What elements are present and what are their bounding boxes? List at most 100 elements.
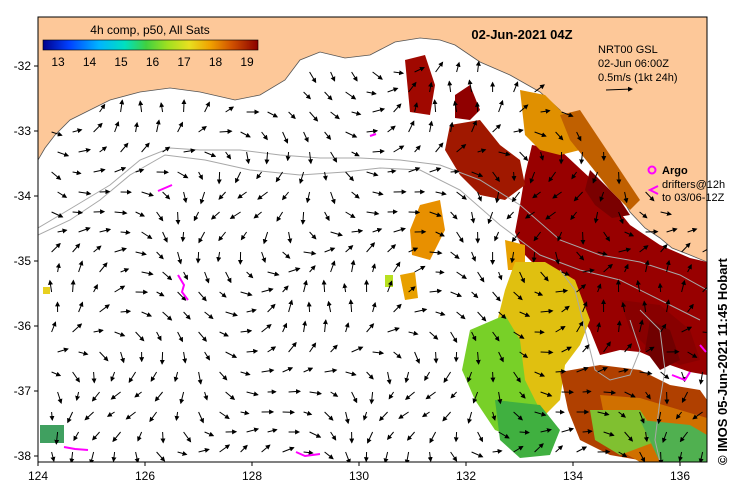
current-arrow bbox=[433, 351, 439, 364]
current-arrow bbox=[114, 121, 120, 133]
current-arrow bbox=[405, 391, 415, 400]
current-arrow bbox=[408, 286, 416, 293]
current-arrow bbox=[330, 431, 337, 441]
current-arrow bbox=[456, 311, 466, 320]
current-arrow bbox=[447, 80, 453, 93]
current-arrow bbox=[78, 147, 91, 153]
current-arrow bbox=[245, 151, 251, 165]
current-arrow bbox=[623, 191, 629, 204]
current-arrow bbox=[288, 267, 301, 273]
current-vectors bbox=[48, 60, 707, 462]
current-arrow bbox=[675, 411, 682, 420]
current-arrow bbox=[366, 323, 375, 333]
current-arrow bbox=[639, 245, 649, 253]
current-arrow bbox=[603, 431, 615, 437]
current-arrow bbox=[540, 391, 553, 397]
current-arrow bbox=[309, 71, 317, 84]
current-arrow bbox=[306, 301, 312, 313]
current-arrow bbox=[678, 451, 683, 462]
current-arrow bbox=[137, 431, 143, 442]
current-arrow bbox=[173, 371, 179, 383]
current-arrow bbox=[529, 171, 536, 184]
current-arrow bbox=[540, 271, 549, 282]
land-australia bbox=[38, 17, 707, 263]
current-arrow bbox=[351, 151, 360, 157]
current-arrow bbox=[453, 431, 459, 443]
current-arrow bbox=[660, 211, 672, 216]
current-arrow bbox=[345, 211, 356, 219]
current-arrow bbox=[330, 391, 339, 397]
current-arrow bbox=[698, 371, 704, 385]
current-arrow bbox=[282, 251, 291, 259]
current-arrow bbox=[471, 291, 479, 299]
plot-frame bbox=[37, 16, 708, 463]
current-arrow bbox=[372, 107, 386, 113]
current-arrow bbox=[182, 191, 188, 204]
current-arrow bbox=[57, 191, 68, 198]
current-arrow bbox=[573, 191, 583, 202]
current-arrow bbox=[597, 367, 608, 373]
current-arrow bbox=[635, 279, 641, 293]
current-arrow bbox=[576, 446, 588, 453]
current-arrow bbox=[51, 371, 62, 377]
current-arrow bbox=[73, 431, 80, 442]
current-arrow bbox=[665, 299, 671, 313]
current-arrow bbox=[428, 81, 434, 93]
current-arrow bbox=[262, 231, 269, 245]
current-arrow bbox=[322, 319, 328, 333]
current-arrow bbox=[324, 131, 332, 140]
current-arrow bbox=[510, 251, 516, 264]
current-arrow bbox=[351, 191, 360, 199]
current-arrow bbox=[219, 371, 228, 381]
current-arrow bbox=[498, 351, 504, 363]
current-arrow bbox=[67, 411, 74, 424]
current-arrow bbox=[687, 227, 698, 233]
current-arrow bbox=[267, 111, 279, 118]
current-arrow bbox=[264, 151, 270, 165]
current-arrow bbox=[57, 151, 70, 157]
current-arrow bbox=[425, 391, 436, 400]
current-arrow bbox=[643, 431, 649, 443]
current-arrow bbox=[261, 323, 272, 333]
current-arrow bbox=[645, 391, 651, 400]
current-arrow bbox=[513, 128, 524, 134]
current-arrow bbox=[414, 307, 428, 313]
current-arrow bbox=[120, 142, 129, 153]
current-arrow bbox=[561, 305, 570, 313]
current-arrow bbox=[302, 279, 308, 293]
current-arrow bbox=[246, 391, 259, 397]
current-arrow bbox=[183, 431, 192, 443]
current-arrow bbox=[471, 120, 477, 133]
x-tick-label: 130 bbox=[349, 469, 369, 483]
current-arrow bbox=[198, 171, 203, 180]
current-arrow bbox=[393, 70, 405, 76]
current-arrow bbox=[555, 288, 569, 294]
current-arrow bbox=[429, 167, 442, 173]
current-arrow bbox=[539, 151, 545, 161]
current-arrow bbox=[639, 370, 653, 376]
current-arrow bbox=[687, 351, 698, 358]
current-arrow bbox=[456, 271, 467, 279]
current-arrow bbox=[644, 259, 650, 273]
current-arrow bbox=[177, 331, 183, 343]
current-arrow bbox=[204, 311, 214, 320]
current-arrow bbox=[93, 328, 104, 334]
current-arrow bbox=[261, 368, 275, 374]
current-arrow bbox=[429, 250, 443, 256]
x-tick-label: 134 bbox=[563, 469, 583, 483]
current-arrow bbox=[267, 428, 278, 434]
current-arrow bbox=[99, 304, 110, 313]
current-arrow bbox=[309, 431, 322, 438]
current-arrow bbox=[666, 227, 678, 233]
current-arrow bbox=[177, 121, 183, 133]
current-arrow bbox=[225, 106, 235, 113]
current-arrow bbox=[555, 445, 564, 453]
current-arrow bbox=[519, 351, 529, 358]
current-arrow bbox=[456, 191, 467, 200]
current-arrow bbox=[624, 431, 634, 442]
current-arrow bbox=[492, 291, 501, 302]
current-arrow bbox=[288, 111, 296, 120]
current-arrow bbox=[450, 291, 463, 298]
current-arrow bbox=[555, 251, 560, 265]
current-arrow bbox=[350, 259, 356, 273]
